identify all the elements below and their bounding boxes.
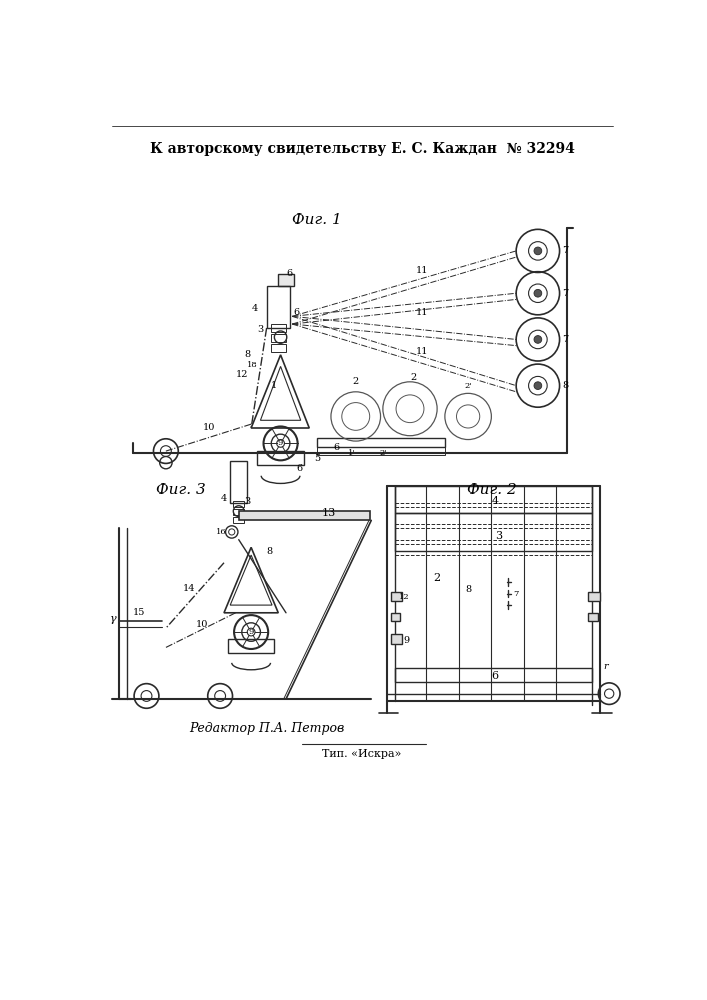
Text: 15: 15 (133, 608, 145, 617)
Text: 10: 10 (202, 424, 215, 432)
Bar (588, 592, 600, 601)
Circle shape (534, 382, 542, 389)
Text: 2': 2' (379, 449, 387, 457)
Text: 1': 1' (348, 449, 356, 457)
Text: 6: 6 (293, 308, 299, 317)
Bar (228, 639, 274, 653)
Bar (317, 438, 445, 447)
Bar (395, 486, 592, 513)
Bar (279, 274, 293, 286)
Text: 10: 10 (196, 620, 209, 629)
Bar (391, 634, 402, 644)
Text: 2: 2 (353, 377, 359, 386)
Text: 7: 7 (562, 335, 568, 344)
Text: 18: 18 (247, 361, 258, 369)
Text: 3: 3 (244, 497, 250, 506)
Text: 6: 6 (333, 443, 339, 452)
Bar (391, 592, 402, 601)
Bar (271, 324, 286, 332)
Text: 8: 8 (465, 585, 471, 594)
Text: 11: 11 (416, 308, 428, 317)
Text: Тип. «Искра»: Тип. «Искра» (322, 749, 402, 759)
Text: 9: 9 (403, 636, 409, 645)
Text: 5: 5 (314, 454, 320, 463)
Text: 16: 16 (216, 528, 227, 536)
Text: γ: γ (110, 614, 117, 624)
Text: 13: 13 (322, 508, 336, 518)
Circle shape (534, 247, 542, 255)
Text: 2: 2 (433, 573, 440, 583)
Text: 12: 12 (399, 593, 410, 601)
Bar (391, 613, 400, 620)
Text: 4: 4 (252, 304, 258, 313)
Text: 7: 7 (562, 246, 568, 255)
Text: 9: 9 (248, 628, 254, 636)
Text: 4: 4 (491, 496, 499, 506)
Bar (317, 447, 445, 455)
Bar (239, 511, 370, 520)
Text: 6: 6 (287, 269, 293, 278)
Text: 8: 8 (244, 350, 250, 359)
Bar (267, 286, 290, 328)
Text: Фиг. 2: Фиг. 2 (467, 483, 516, 497)
Text: 6: 6 (491, 671, 499, 681)
Text: r: r (604, 662, 609, 671)
Bar (233, 509, 244, 515)
Text: Фиг. 3: Фиг. 3 (156, 483, 206, 497)
Bar (271, 334, 286, 342)
Bar (271, 344, 286, 352)
Text: 12: 12 (235, 370, 248, 379)
Text: 2': 2' (464, 382, 472, 390)
Text: 11: 11 (416, 347, 428, 356)
Text: 7: 7 (562, 289, 568, 298)
Bar (233, 517, 244, 523)
Bar (257, 451, 304, 465)
Bar (588, 613, 597, 620)
Text: Редактор П.А. Петров: Редактор П.А. Петров (189, 722, 344, 735)
Text: 3: 3 (257, 325, 264, 334)
Text: 7: 7 (513, 590, 519, 598)
Bar (395, 668, 592, 682)
Text: 1: 1 (271, 381, 278, 390)
Text: 9: 9 (278, 439, 284, 447)
Text: Фиг. 1: Фиг. 1 (292, 213, 342, 227)
Bar (395, 513, 592, 551)
Circle shape (534, 289, 542, 297)
Bar (230, 461, 247, 503)
Text: 6: 6 (296, 464, 302, 473)
Text: 3: 3 (496, 531, 503, 541)
Text: 14: 14 (183, 584, 195, 593)
Circle shape (534, 336, 542, 343)
Bar (233, 501, 244, 507)
Text: 8: 8 (562, 381, 568, 390)
Text: 4: 4 (221, 494, 227, 503)
Text: 2: 2 (411, 373, 417, 382)
Text: К авторскому свидетельству Е. С. Каждан  № 32294: К авторскому свидетельству Е. С. Каждан … (149, 142, 574, 156)
Text: 8: 8 (266, 547, 272, 556)
Text: 11: 11 (416, 266, 428, 275)
